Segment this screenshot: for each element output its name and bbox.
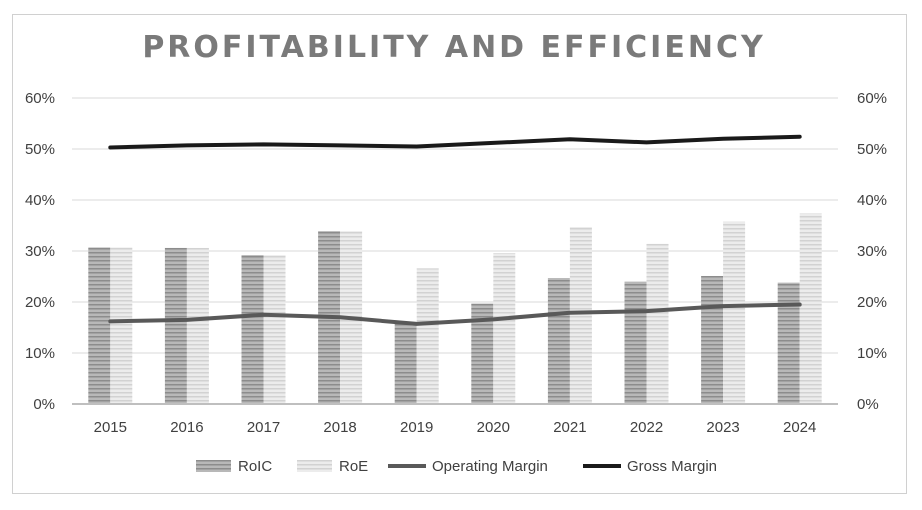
y2-tick-label-right: 40%: [857, 192, 887, 209]
bar-roic: [164, 247, 187, 404]
legend-label: Gross Margin: [627, 458, 717, 475]
x-tick-label: 2018: [323, 419, 356, 436]
bar-roic: [88, 247, 111, 404]
bar-roic: [241, 255, 264, 404]
bar-roe: [569, 227, 592, 404]
x-tick-label: 2021: [553, 419, 586, 436]
legend-swatch-roic: [196, 460, 231, 472]
bar-roe: [186, 247, 209, 404]
line-operating-margin: [108, 302, 802, 326]
bar-roic: [394, 323, 417, 404]
x-tick-label: 2024: [783, 419, 816, 436]
bar-roe: [493, 253, 516, 404]
chart-title: PROFITABILITY AND EFFICIENCY: [142, 30, 766, 65]
legend-swatch-roe: [297, 460, 332, 472]
x-tick-label: 2015: [94, 419, 127, 436]
bar-roe: [799, 213, 822, 404]
y-tick-label-left: 50%: [25, 141, 55, 158]
lines: [108, 134, 802, 326]
y2-tick-label-right: 10%: [857, 345, 887, 362]
bar-roic: [547, 278, 570, 404]
axes: 0% 0% 10% 10% 20% 20% 30% 30% 40% 40% 50% 50% 60% 60%…: [25, 90, 887, 436]
x-tick-label: 2020: [477, 419, 510, 436]
x-tick-label: 2023: [706, 419, 739, 436]
bar-roe: [416, 268, 439, 404]
bar-roic: [777, 282, 800, 404]
y2-tick-label-right: 30%: [857, 243, 887, 260]
bars: [88, 213, 822, 404]
chart-frame: [12, 14, 907, 494]
bar-roic: [624, 281, 647, 404]
line-gross-margin: [108, 134, 802, 150]
y2-tick-label-right: 60%: [857, 90, 887, 107]
y-tick-label-left: 0%: [33, 396, 55, 413]
bar-roic: [701, 275, 724, 404]
y-tick-label-left: 30%: [25, 243, 55, 260]
y2-tick-label-right: 20%: [857, 294, 887, 311]
y-tick-label-left: 60%: [25, 90, 55, 107]
legend-label: Operating Margin: [432, 458, 548, 475]
bar-roe: [110, 247, 133, 404]
bar-roe: [723, 221, 746, 404]
x-tick-label: 2017: [247, 419, 280, 436]
bar-roic: [471, 303, 494, 404]
legend-label: RoE: [339, 458, 368, 475]
y2-tick-label-right: 50%: [857, 141, 887, 158]
y2-tick-label-right: 0%: [857, 396, 879, 413]
bar-roe: [263, 255, 286, 404]
x-tick-label: 2016: [170, 419, 203, 436]
y-tick-label-left: 10%: [25, 345, 55, 362]
bar-roe: [646, 243, 669, 404]
x-tick-label: 2019: [400, 419, 433, 436]
y-tick-label-left: 20%: [25, 294, 55, 311]
x-tick-label: 2022: [630, 419, 663, 436]
legend-label: RoIC: [238, 458, 272, 475]
legend: RoIC RoE Operating Margin Gross Margin: [196, 458, 717, 475]
y-tick-label-left: 40%: [25, 192, 55, 209]
